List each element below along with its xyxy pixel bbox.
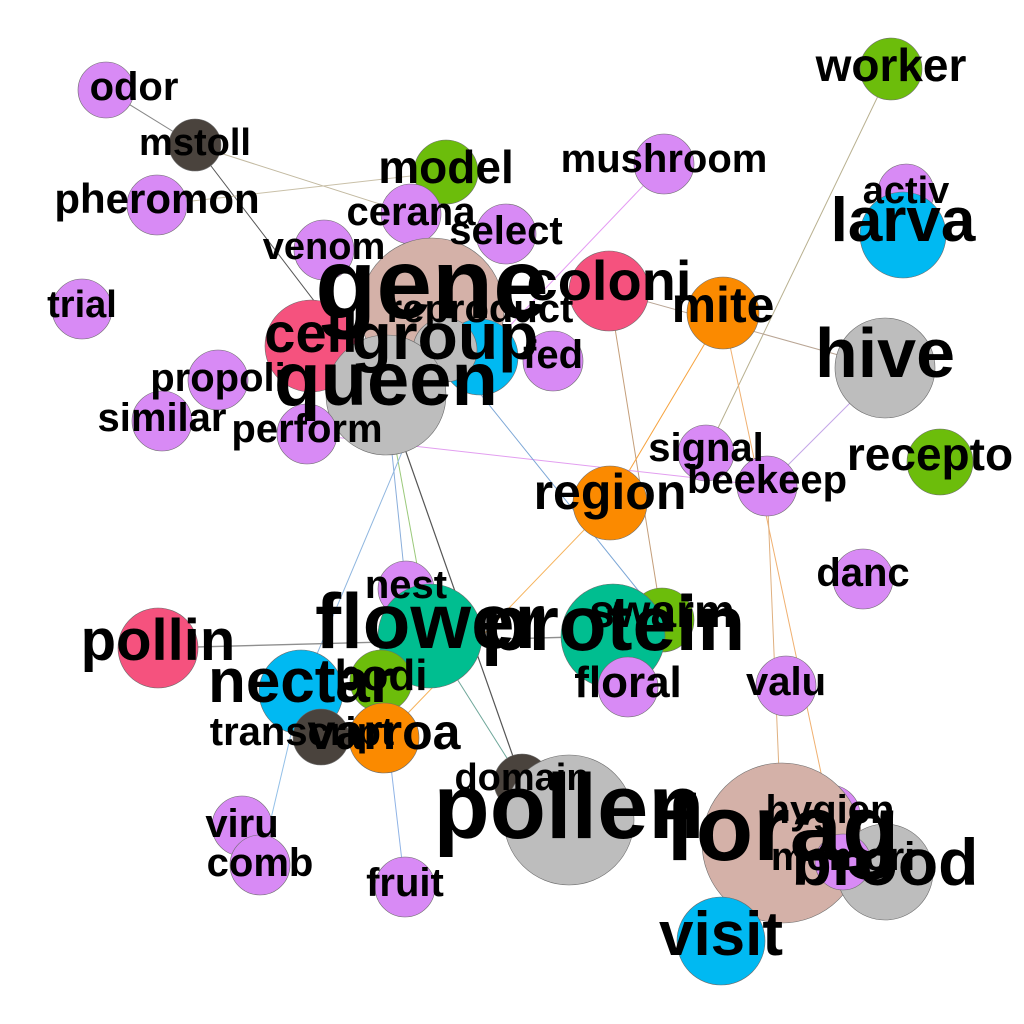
node-label-venom: venom — [263, 226, 385, 268]
edge-region-varroa — [383, 502, 611, 739]
edge-coloni-swarm — [608, 290, 663, 621]
node-label-pollin: pollin — [81, 608, 236, 673]
node-label-model: model — [378, 141, 513, 193]
node-worker — [859, 37, 923, 101]
edge-mstoll-cerana — [194, 144, 412, 215]
node-floral — [597, 656, 659, 718]
node-odor — [77, 61, 135, 119]
node-pollen — [503, 754, 635, 886]
node-select — [475, 203, 537, 265]
node-comb — [229, 834, 291, 896]
node-label-swarm: swarm — [589, 585, 735, 637]
node-label-protein: protein — [481, 579, 745, 667]
node-label-mstoll: mstoll — [139, 122, 251, 164]
node-mstoll — [168, 118, 222, 172]
node-label-viru: viru — [205, 802, 278, 846]
node-trial — [51, 278, 113, 340]
node-larva — [859, 191, 947, 279]
node-label-brood: brood — [792, 825, 979, 899]
node-label-select: select — [449, 209, 562, 253]
node-propoli — [187, 349, 249, 411]
node-varroa — [348, 702, 420, 774]
node-mushroom — [633, 133, 695, 195]
node-hive — [834, 317, 936, 419]
node-label-coloni: coloni — [527, 249, 692, 312]
node-label-activ: activ — [863, 170, 950, 212]
node-label-reproduct: reproduct — [387, 287, 574, 331]
node-label-signal: signal — [648, 426, 764, 470]
node-queen — [325, 334, 447, 456]
node-label-comb: comb — [207, 841, 314, 885]
node-label-worker: worker — [815, 39, 967, 91]
node-pheromon — [126, 174, 188, 236]
node-label-region: region — [534, 464, 687, 520]
node-label-pheromon: pheromon — [54, 175, 259, 222]
node-label-varroa: varroa — [308, 704, 462, 760]
node-label-nectar: nectar — [208, 647, 394, 716]
node-label-beekeep: beekeep — [687, 458, 847, 502]
node-valu — [755, 655, 817, 717]
node-signal — [677, 424, 735, 482]
node-label-bodi: bodi — [335, 651, 428, 700]
node-label-memori: memori — [771, 835, 916, 879]
node-perform — [276, 403, 338, 465]
node-label-larva: larva — [831, 186, 976, 255]
node-label-recepto: recepto — [847, 428, 1013, 480]
node-label-valu: valu — [746, 660, 826, 704]
node-label-flower: flower — [315, 577, 545, 665]
node-memori — [814, 833, 872, 891]
node-mite — [686, 276, 760, 350]
node-label-gene: gene — [315, 228, 548, 340]
node-layer — [51, 37, 974, 986]
node-label-transcript: transcript — [210, 710, 395, 754]
node-beekeep — [736, 455, 798, 517]
node-danc — [832, 548, 894, 610]
node-label-hive: hive — [815, 314, 955, 392]
node-label-forag: forag — [665, 775, 900, 880]
node-pollin — [117, 607, 199, 689]
node-recepto — [906, 428, 974, 496]
node-label-danc: danc — [816, 551, 909, 595]
label-layer: odor mstoll pheromon model mushroom worker cer… — [47, 39, 1013, 969]
node-label-propoli: propoli — [150, 356, 286, 400]
node-visit — [676, 896, 766, 986]
node-label-queen: queen — [274, 337, 498, 422]
node-label-mushroom: mushroom — [561, 137, 768, 181]
node-label-pollen: pollen — [434, 756, 705, 858]
edge-worker-signal — [705, 68, 892, 454]
node-fed — [522, 330, 584, 392]
node-label-trial: trial — [47, 284, 117, 326]
node-label-fruit: fruit — [366, 861, 444, 905]
node-venom — [293, 219, 355, 281]
edge-queen-domain — [385, 394, 523, 783]
node-label-visit: visit — [659, 900, 783, 969]
node-label-cell: cell — [264, 301, 357, 364]
node-label-odor: odor — [90, 65, 179, 109]
node-label-fed: fed — [523, 333, 583, 377]
node-label-domain: domain — [454, 757, 589, 799]
node-fruit — [374, 856, 436, 918]
edge-mushroom-reproduct — [479, 163, 665, 358]
node-similar — [131, 390, 193, 452]
node-model — [413, 139, 479, 205]
node-region — [572, 465, 648, 541]
node-label-mite: mite — [672, 277, 775, 333]
node-label-floral: floral — [574, 658, 682, 707]
edge-pheromon-model — [156, 171, 447, 206]
node-label-similar: similar — [98, 396, 227, 440]
node-label-nest: nest — [365, 563, 447, 607]
node-label-group: group — [352, 299, 539, 373]
node-label-cerana: cerana — [347, 190, 477, 234]
node-coloni — [568, 250, 650, 332]
node-label-hygien: hygien — [766, 788, 895, 832]
node-label-perform: perform — [231, 407, 382, 451]
edge-mite-hygien — [722, 312, 831, 816]
